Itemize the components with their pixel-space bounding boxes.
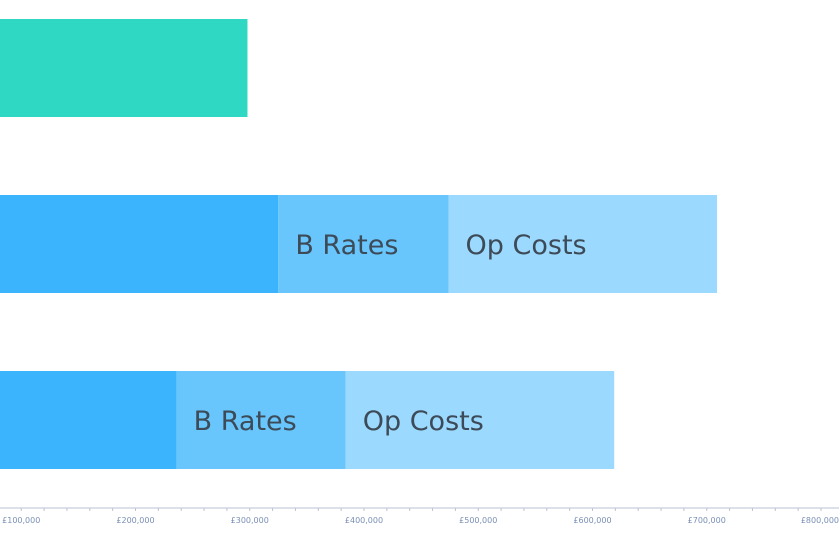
bar-2-segment-3 xyxy=(448,195,718,293)
bar-1 xyxy=(0,19,248,117)
bar-3-segment-3-label: Op Costs xyxy=(363,406,484,437)
x-tick-label: £800,000 xyxy=(801,516,839,525)
x-tick-label: £500,000 xyxy=(459,516,497,525)
bar-3-segment-2-label: B Rates xyxy=(194,406,297,437)
bar-2-segment-1 xyxy=(0,195,279,293)
bar-2-segment-3-label: Op Costs xyxy=(466,230,587,261)
bar-3-segment-3 xyxy=(345,371,615,469)
bar-3-segment-1 xyxy=(0,371,177,469)
x-tick-label: £300,000 xyxy=(231,516,269,525)
bar-2-segment-2 xyxy=(278,195,449,293)
x-tick-label: £400,000 xyxy=(345,516,383,525)
bar-3-segment-2 xyxy=(176,371,346,469)
bar-1-segment-1 xyxy=(0,19,248,117)
x-tick-label: £600,000 xyxy=(573,516,611,525)
bar-2-segment-2-label: B Rates xyxy=(295,230,398,261)
x-tick-label: £200,000 xyxy=(116,516,154,525)
bar-2: B Rates Op Costs xyxy=(0,195,718,293)
x-tick-label: £100,000 xyxy=(2,516,40,525)
x-axis: £100,000 £200,000 £300,000 £400,000 £500,000… xyxy=(0,507,839,525)
x-tick-label: £700,000 xyxy=(688,516,726,525)
bars-layer: B Rates Op Costs B Rates Op Costs xyxy=(0,19,718,469)
bar-3: B Rates Op Costs xyxy=(0,371,615,469)
